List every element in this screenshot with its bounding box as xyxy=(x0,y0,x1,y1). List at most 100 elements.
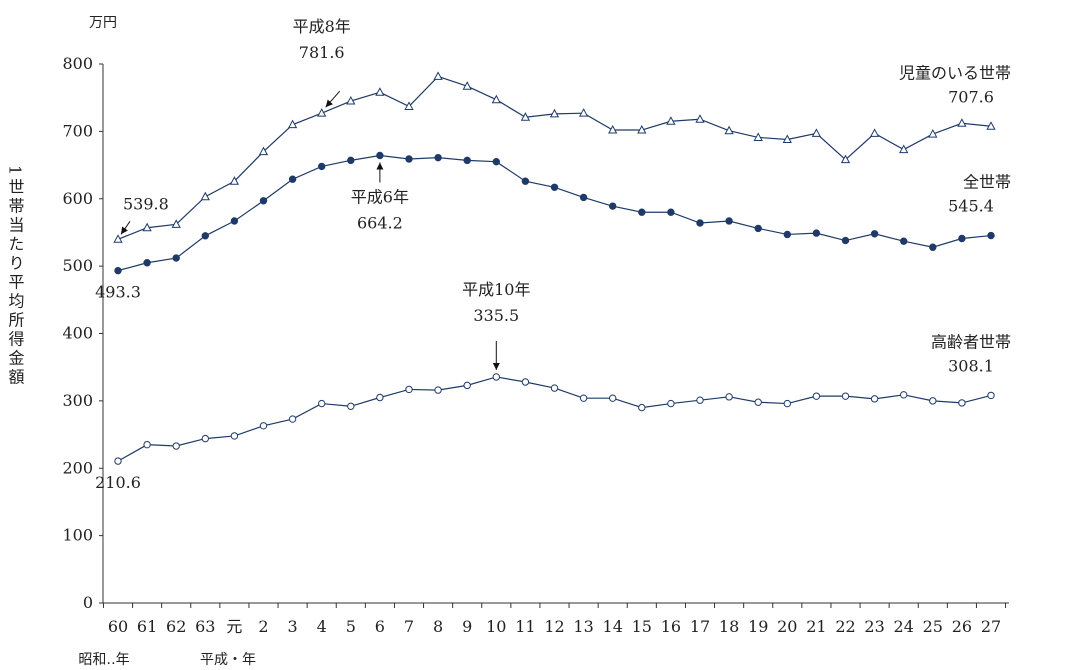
data-point xyxy=(171,219,181,228)
data-point xyxy=(549,108,560,118)
data-point xyxy=(638,403,646,412)
data-point xyxy=(113,234,123,243)
data-point xyxy=(754,224,762,233)
data-point xyxy=(957,118,967,127)
data-point xyxy=(725,217,733,225)
x-tick-label: 25 xyxy=(923,617,943,636)
data-point xyxy=(696,396,704,404)
data-annotation: 平成8年 xyxy=(293,17,351,36)
data-point xyxy=(958,234,966,243)
x-tick-label: 20 xyxy=(777,617,797,636)
data-point xyxy=(987,391,995,400)
data-point xyxy=(638,208,646,216)
y-tick-label: 400 xyxy=(62,324,93,343)
data-point xyxy=(900,237,908,245)
data-point xyxy=(521,378,530,386)
data-point xyxy=(666,116,676,125)
data-point xyxy=(347,156,355,165)
data-point xyxy=(288,175,297,183)
data-point xyxy=(258,146,269,156)
x-tick-label: 22 xyxy=(835,617,855,636)
data-point xyxy=(609,202,617,210)
data-point xyxy=(201,434,210,443)
data-point xyxy=(578,108,589,117)
data-point xyxy=(550,384,559,392)
data-point xyxy=(230,432,239,440)
data-point xyxy=(929,243,937,251)
data-point xyxy=(550,183,559,191)
x-tick-label: 12 xyxy=(544,617,564,636)
data-point xyxy=(405,155,413,163)
data-point xyxy=(143,259,151,267)
data-point xyxy=(753,132,763,141)
data-point xyxy=(491,94,501,104)
data-point xyxy=(841,236,850,245)
x-tick-label: 16 xyxy=(661,617,681,636)
series-line xyxy=(117,154,992,272)
data-point xyxy=(900,391,908,399)
data-point xyxy=(754,398,762,406)
data-point xyxy=(869,128,880,137)
x-tick-label: 9 xyxy=(462,617,472,636)
data-point xyxy=(259,197,268,205)
data-point xyxy=(142,222,152,232)
x-tick-label: 10 xyxy=(486,617,506,636)
x-tick-label: 26 xyxy=(952,617,972,636)
data-point xyxy=(463,156,471,165)
data-point xyxy=(520,112,531,121)
data-point xyxy=(492,157,500,166)
data-point xyxy=(695,114,705,123)
data-point xyxy=(579,394,588,402)
y-tick-label: 0 xyxy=(83,593,93,612)
data-point xyxy=(229,176,240,185)
x-era-label-heisei: 平成・年 xyxy=(200,652,256,668)
x-tick-label: 61 xyxy=(137,617,157,636)
annotation-arrow-head xyxy=(325,99,333,108)
data-point xyxy=(404,101,414,110)
data-point xyxy=(608,124,618,134)
data-point xyxy=(724,125,734,135)
y-unit-label: 万円 xyxy=(89,15,117,31)
data-point xyxy=(987,231,995,240)
data-point xyxy=(172,254,180,262)
y-axis-label: 1世帯当たり平均所得金額 xyxy=(6,165,25,387)
x-tick-label: 19 xyxy=(748,617,768,636)
data-annotation: 493.3 xyxy=(95,283,141,302)
data-point xyxy=(288,415,297,423)
series-label: 高齢者世帯 xyxy=(931,332,1011,351)
y-tick-label: 600 xyxy=(62,189,93,208)
data-point xyxy=(259,422,268,430)
data-annotation: 545.4 xyxy=(948,197,994,216)
data-annotation: 539.8 xyxy=(123,194,169,213)
data-point xyxy=(783,230,791,239)
data-point xyxy=(434,386,442,394)
data-point xyxy=(287,119,298,129)
x-tick-label: 21 xyxy=(806,617,826,636)
x-tick-label: 23 xyxy=(864,617,884,636)
x-tick-label: 62 xyxy=(166,617,186,636)
x-tick-label: 63 xyxy=(195,617,215,636)
data-point xyxy=(433,71,443,80)
x-tick-label: 2 xyxy=(258,617,268,636)
data-point xyxy=(376,151,384,160)
data-annotation: 308.1 xyxy=(948,356,994,375)
x-tick-label: 18 xyxy=(719,617,739,636)
x-tick-label: 17 xyxy=(690,617,710,636)
x-tick-label: 11 xyxy=(515,617,535,636)
x-tick-label: 14 xyxy=(603,617,623,636)
series-label: 全世帯 xyxy=(963,173,1011,192)
data-point xyxy=(318,399,326,408)
data-point xyxy=(811,128,822,137)
y-tick-label: 200 xyxy=(62,458,93,477)
y-tick-label: 300 xyxy=(62,391,93,410)
data-point xyxy=(462,81,472,90)
data-point xyxy=(579,193,588,202)
data-point xyxy=(463,381,471,390)
data-point xyxy=(812,392,821,400)
data-point xyxy=(143,440,151,449)
data-annotation: 210.6 xyxy=(95,473,141,492)
x-tick-label: 13 xyxy=(573,617,593,636)
data-point xyxy=(114,266,122,275)
x-tick-label: 60 xyxy=(108,617,128,636)
